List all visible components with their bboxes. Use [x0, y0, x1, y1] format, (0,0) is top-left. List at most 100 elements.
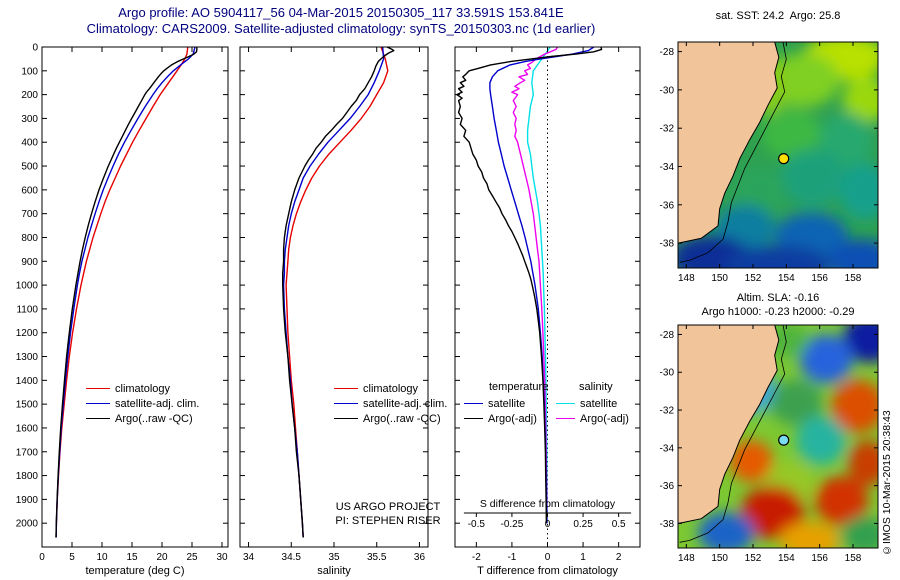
lon-tick-label: 158 [845, 553, 862, 564]
field-patch [698, 512, 755, 548]
x-tick-label: 5 [69, 552, 75, 563]
y-tick-label: 600 [21, 185, 38, 196]
lon-tick-label: 150 [711, 553, 728, 564]
land-mass [678, 325, 780, 524]
y-tick-label: 100 [21, 66, 38, 77]
legend-label: satellite [580, 397, 618, 410]
legend-label: Argo(-adj) [580, 412, 629, 425]
x-tick-label: 35.5 [367, 552, 387, 563]
legend-item: satellite [464, 396, 548, 411]
lon-tick-label: 154 [778, 273, 795, 284]
legend-label: climatology [115, 382, 171, 395]
legend-swatch [464, 403, 483, 404]
legend-item: Argo(-adj) [464, 411, 548, 426]
x-axis-label: temperature (deg C) [85, 565, 184, 577]
x-tick-label: 34 [243, 552, 255, 563]
series-temperature-satellite [489, 46, 595, 524]
field-patch [741, 485, 805, 539]
y-tick-label: 1300 [16, 352, 39, 363]
map-border [677, 41, 879, 269]
map2-map-panel: 148 150 152 154 156 158 -28 -30 -32 -34 -36 -38 [660, 324, 879, 564]
x-tick-label: 25 [186, 552, 198, 563]
diff-profile-panel: -2 -1 0 1 2 T difference from climatology S di… [454, 46, 641, 577]
field-patch [819, 112, 873, 167]
s-tick-label: -0.5 [468, 519, 486, 530]
x-tick-label: -2 [472, 552, 481, 563]
field-patch [841, 515, 878, 548]
lat-tick-label: -38 [660, 239, 675, 250]
x-tick-label: 20 [156, 552, 168, 563]
lat-tick-label: -36 [660, 481, 675, 492]
field-patch [779, 521, 840, 548]
y-tick-label: 900 [21, 257, 38, 268]
y-tick-label: 200 [21, 90, 38, 101]
argo-float-marker [778, 434, 790, 446]
series-satellite-adj-clim- [55, 46, 196, 538]
series-temperature-argo-adj- [456, 46, 603, 524]
y-tick-label: 1800 [16, 471, 39, 482]
lat-tick-label: -30 [660, 368, 675, 379]
project-notes: US ARGO PROJECT PI: STEPHEN RISER [318, 500, 458, 528]
difference-temperature-legend: temperature satellite Argo(-adj) [464, 381, 548, 426]
legend-header: temperature [489, 381, 549, 393]
sst-map-title: sat. SST: 24.2 Argo: 25.8 [715, 10, 841, 22]
field-patch [769, 379, 823, 426]
map-border [677, 324, 879, 549]
lat-tick-label: -38 [660, 519, 675, 530]
x-tick-label: -1 [507, 552, 516, 563]
legend-swatch [334, 418, 358, 419]
field-patch [828, 239, 878, 268]
y-tick-label: 1200 [16, 328, 39, 339]
sal-profile-panel: 34 34.5 35 35.5 36 salinity [239, 46, 429, 577]
lat-tick-label: -36 [660, 200, 675, 211]
pi-note-line: PI: STEPHEN RISER [335, 515, 441, 527]
legend-item: Argo(..raw -QC) [334, 411, 447, 426]
lat-tick-label: -34 [660, 443, 675, 454]
shelf-contour [679, 325, 787, 543]
x-axis-label: salinity [317, 565, 351, 577]
x-tick-label: 30 [216, 552, 228, 563]
field-patch [839, 162, 878, 221]
legend-item: Argo(..raw -QC) [86, 411, 199, 426]
legend-swatch [464, 418, 483, 419]
s-axis-label: S difference from climatology [480, 498, 616, 510]
lon-tick-label: 154 [778, 553, 795, 564]
y-tick-label: 1100 [16, 304, 38, 315]
y-tick-label: 0 [32, 43, 38, 54]
salinity-legend: climatology satellite-adj. clim. Argo(..ra… [334, 381, 447, 426]
legend-item: Argo(-adj) [556, 411, 629, 426]
figure-title: Argo profile: AO 5904117_56 04-Mar-2015 … [118, 5, 564, 20]
lon-tick-label: 148 [678, 553, 695, 564]
lon-tick-label: 156 [811, 553, 828, 564]
x-tick-label: 1 [580, 552, 586, 563]
x-tick-label: 10 [96, 552, 108, 563]
y-tick-label: 1400 [16, 376, 39, 387]
s-tick-label: 0 [545, 519, 551, 530]
y-tick-label: 1000 [16, 281, 39, 292]
temp-profile-panel: 0 5 10 15 20 25 300100200300400500600700800900… [16, 43, 229, 577]
axes-border [41, 46, 229, 548]
legend-item: satellite-adj. clim. [86, 396, 199, 411]
lat-tick-label: -28 [660, 47, 675, 58]
s-tick-label: 0.25 [573, 519, 593, 530]
axes-border [239, 46, 429, 548]
x-tick-label: 2 [616, 552, 622, 563]
x-tick-label: 15 [126, 552, 138, 563]
legend-item: satellite-adj. clim. [334, 396, 447, 411]
lon-tick-label: 152 [745, 553, 762, 564]
argo-float-marker [778, 153, 790, 165]
field-patch [761, 108, 822, 159]
y-tick-label: 1500 [16, 400, 39, 411]
s-tick-label: 0.5 [612, 519, 626, 530]
field-patch [779, 149, 847, 207]
y-tick-label: 1600 [16, 423, 39, 434]
lon-tick-label: 158 [845, 273, 862, 284]
series-climatology [285, 46, 389, 538]
lat-tick-label: -32 [660, 124, 675, 135]
field-patch [843, 76, 878, 123]
legend-label: Argo(..raw -QC) [363, 412, 441, 425]
x-tick-label: 0 [39, 552, 45, 563]
series-climatology [55, 46, 189, 538]
lat-tick-label: -32 [660, 406, 675, 417]
series-satellite-adj-clim- [282, 46, 385, 538]
